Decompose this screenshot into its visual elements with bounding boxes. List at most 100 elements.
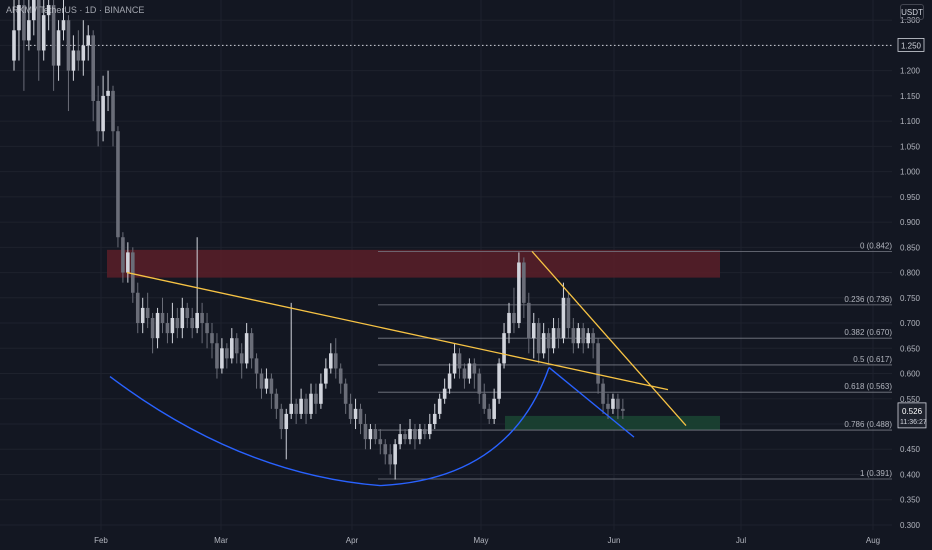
candle-body xyxy=(165,323,170,334)
y-axis-tick-label: 0.600 xyxy=(900,370,921,379)
candle-body xyxy=(467,363,472,379)
candle-body xyxy=(210,333,214,344)
candle-body xyxy=(353,408,358,419)
y-axis-tick-label: 0.450 xyxy=(900,445,921,454)
candle-body xyxy=(190,318,194,329)
candle-body xyxy=(571,328,576,344)
rounding-bottom-curve xyxy=(109,367,550,487)
candle-body xyxy=(472,363,477,374)
candle-body xyxy=(195,312,199,329)
candle-body xyxy=(561,297,566,339)
candle-body xyxy=(180,307,185,329)
breakdown-line xyxy=(548,366,635,438)
candle-body xyxy=(546,333,551,349)
fib-level-label: 0.382 (0.670) xyxy=(844,328,892,337)
candle-body xyxy=(437,398,442,414)
candle-body xyxy=(388,454,392,465)
y-axis-tick-label: 1.050 xyxy=(900,142,921,151)
y-axis-tick-label: 1.200 xyxy=(900,67,921,76)
x-axis-tick-label: Apr xyxy=(346,536,359,545)
candle-body xyxy=(442,388,447,399)
candle-body xyxy=(101,95,105,132)
candle-body xyxy=(581,328,586,344)
candle-body xyxy=(541,333,546,354)
candle-body xyxy=(428,424,432,435)
y-axis-tick-label: 0.900 xyxy=(900,218,921,227)
candle-body xyxy=(531,323,536,339)
candle-body xyxy=(22,5,26,41)
candle-body xyxy=(616,398,620,409)
candle-body xyxy=(497,363,501,399)
candle-body xyxy=(131,252,135,293)
candle-body xyxy=(536,323,541,354)
candle-body xyxy=(319,383,323,404)
candle-body xyxy=(234,338,239,354)
candle-body xyxy=(12,30,16,61)
candle-body xyxy=(512,312,516,324)
candle-body xyxy=(502,333,506,364)
candle-body xyxy=(170,318,175,334)
x-axis-tick-label: Aug xyxy=(866,536,880,545)
y-axis-tick-label: 0.400 xyxy=(900,470,921,479)
currency-unit-button[interactable]: USDT xyxy=(900,4,924,20)
candle-body xyxy=(324,368,328,384)
y-axis-tick-label: 0.700 xyxy=(900,319,921,328)
candle-body xyxy=(249,333,254,359)
candle-body xyxy=(591,333,595,344)
candle-body xyxy=(289,403,293,414)
candle-body xyxy=(145,307,150,318)
candle-body xyxy=(348,403,353,419)
candle-body xyxy=(96,100,100,132)
candle-body xyxy=(61,20,66,31)
dotted-level-label-box xyxy=(897,38,925,52)
candle-body xyxy=(482,393,487,409)
wedge-trendline xyxy=(531,250,687,426)
candle-body xyxy=(76,50,81,61)
candle-body xyxy=(284,413,289,430)
last-price-label: 0.526 xyxy=(902,407,923,416)
candle-body xyxy=(413,429,417,440)
candle-body xyxy=(244,333,249,364)
y-axis-tick-label: 0.300 xyxy=(900,521,921,530)
candle-body xyxy=(46,5,51,16)
candle-body xyxy=(383,444,388,455)
candle-body xyxy=(621,408,625,411)
candle-body xyxy=(71,50,76,71)
candle-body xyxy=(333,353,338,369)
y-axis-tick-label: 1.300 xyxy=(900,16,921,25)
candle-body xyxy=(477,373,482,394)
candle-body xyxy=(86,35,91,46)
candle-body xyxy=(452,353,457,374)
candle-body xyxy=(175,318,180,329)
candle-body xyxy=(408,429,412,440)
fib-level-label: 0 (0.842) xyxy=(860,241,892,250)
candle-body xyxy=(254,358,259,374)
candle-body xyxy=(27,20,31,41)
candle-body xyxy=(522,262,526,303)
candle-body xyxy=(606,403,610,409)
y-axis-tick-label: 0.750 xyxy=(900,294,921,303)
candle-body xyxy=(299,398,303,414)
candle-body xyxy=(32,0,36,21)
descending-trendline xyxy=(126,271,669,391)
candle-body xyxy=(343,383,348,404)
candle-body xyxy=(230,338,234,359)
dotted-level-label: 1.250 xyxy=(901,41,922,50)
y-axis-tick-label: 0.550 xyxy=(900,395,921,404)
fib-level-label: 0.236 (0.736) xyxy=(844,295,892,304)
x-axis-tick-label: Jul xyxy=(736,536,746,545)
candle-body xyxy=(121,237,125,273)
candle-body xyxy=(601,383,605,404)
candle-body xyxy=(507,312,511,334)
y-axis-tick-label: 1.100 xyxy=(900,117,921,126)
x-axis-tick-label: Mar xyxy=(214,536,228,545)
support-zone xyxy=(505,415,720,431)
candle-body xyxy=(373,429,378,440)
y-axis-tick-label: 0.350 xyxy=(900,496,921,505)
candle-body xyxy=(155,312,160,339)
candle-body xyxy=(596,343,600,384)
candle-body xyxy=(487,408,491,419)
y-axis-tick-label: 1.150 xyxy=(900,92,921,101)
candle-body xyxy=(81,45,86,61)
